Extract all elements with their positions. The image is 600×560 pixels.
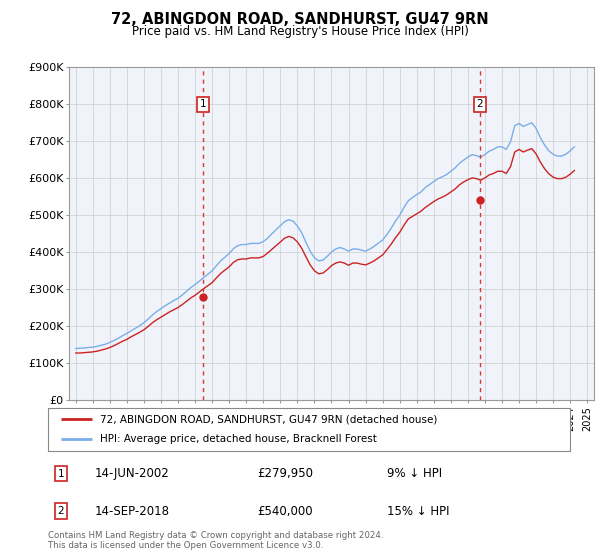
Text: 2: 2 <box>476 99 483 109</box>
Text: 14-JUN-2002: 14-JUN-2002 <box>95 467 170 480</box>
Text: Contains HM Land Registry data © Crown copyright and database right 2024.
This d: Contains HM Land Registry data © Crown c… <box>48 530 383 550</box>
Text: 1: 1 <box>58 469 64 479</box>
Text: 14-SEP-2018: 14-SEP-2018 <box>95 505 170 517</box>
Text: 1: 1 <box>199 99 206 109</box>
Text: HPI: Average price, detached house, Bracknell Forest: HPI: Average price, detached house, Brac… <box>100 434 377 444</box>
Text: 72, ABINGDON ROAD, SANDHURST, GU47 9RN (detached house): 72, ABINGDON ROAD, SANDHURST, GU47 9RN (… <box>100 414 437 424</box>
Text: 72, ABINGDON ROAD, SANDHURST, GU47 9RN: 72, ABINGDON ROAD, SANDHURST, GU47 9RN <box>111 12 489 27</box>
Text: 15% ↓ HPI: 15% ↓ HPI <box>388 505 450 517</box>
Text: £279,950: £279,950 <box>257 467 313 480</box>
Text: £540,000: £540,000 <box>257 505 313 517</box>
Text: Price paid vs. HM Land Registry's House Price Index (HPI): Price paid vs. HM Land Registry's House … <box>131 25 469 38</box>
Text: 9% ↓ HPI: 9% ↓ HPI <box>388 467 442 480</box>
FancyBboxPatch shape <box>48 408 570 451</box>
Text: 2: 2 <box>58 506 64 516</box>
